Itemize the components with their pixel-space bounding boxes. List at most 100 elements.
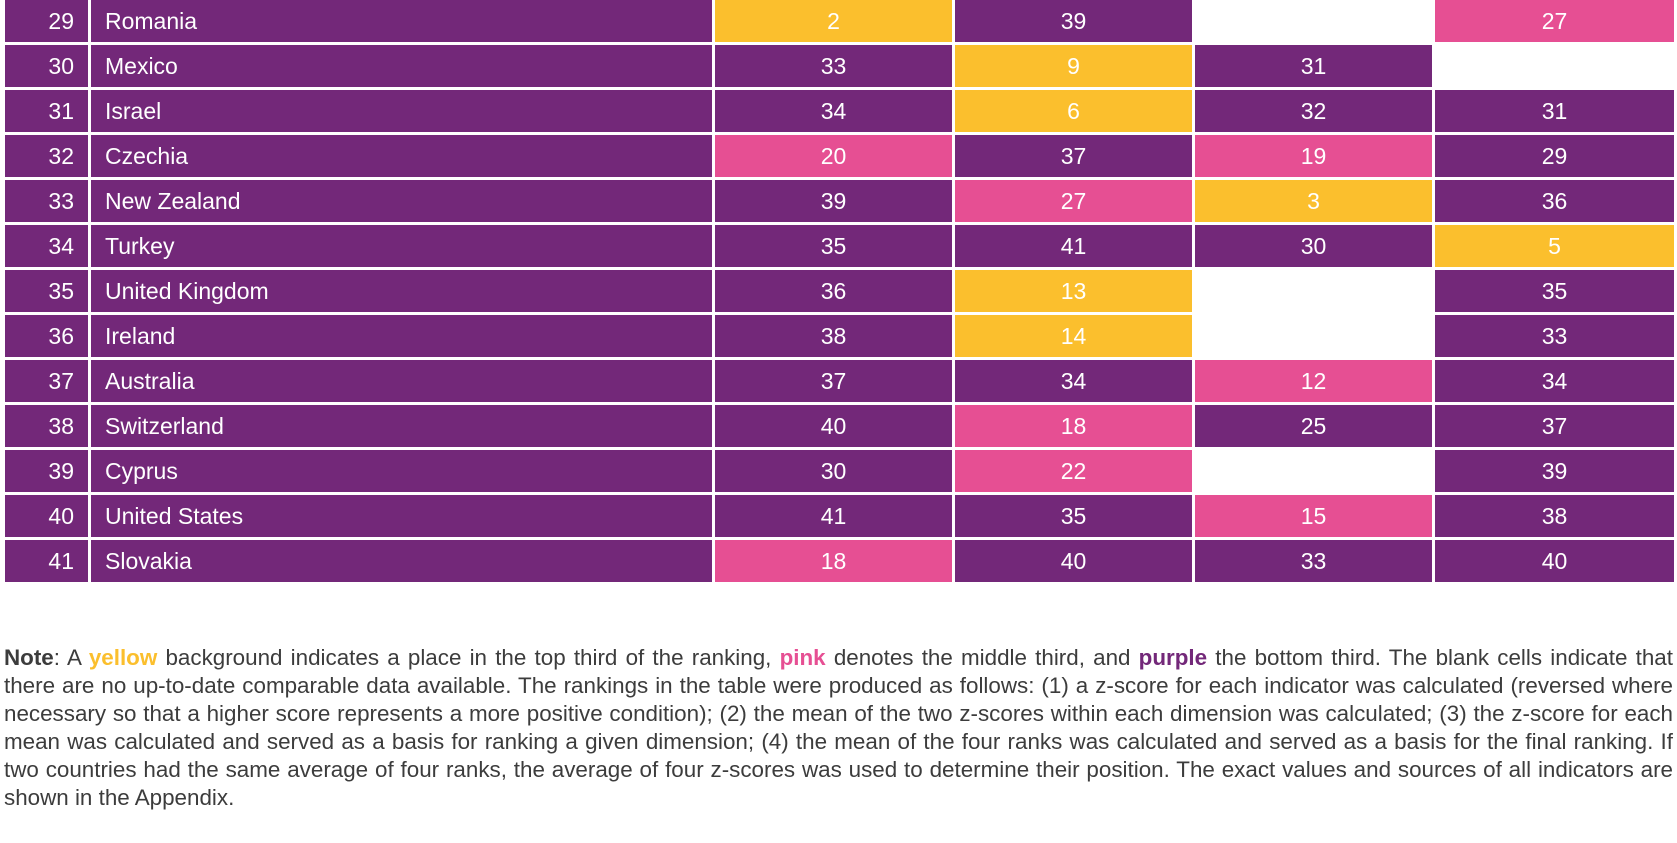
note-text-part-4: the bottom third. The blank cells indica… — [4, 645, 1673, 810]
dimension-rank-cell: 27 — [1435, 0, 1674, 45]
dimension-rank-cell: 39 — [1435, 450, 1674, 495]
ranking-table-body: 29 Romania 2 39 27 30 Mexico 33 9 31 31 Israel 34 6 32… — [5, 0, 1674, 585]
rank-cell: 36 — [5, 315, 91, 360]
dimension-rank-cell: 35 — [955, 495, 1195, 540]
dimension-rank-cell: 36 — [1435, 180, 1674, 225]
country-cell: Ireland — [91, 315, 715, 360]
rank-cell: 35 — [5, 270, 91, 315]
dimension-rank-cell: 38 — [1435, 495, 1674, 540]
dimension-rank-cell: 27 — [955, 180, 1195, 225]
dimension-rank-cell: 40 — [955, 540, 1195, 585]
dimension-rank-cell: 34 — [1435, 360, 1674, 405]
country-cell: Israel — [91, 90, 715, 135]
country-cell: Romania — [91, 0, 715, 45]
table-row: 35 United Kingdom 36 13 35 — [5, 270, 1674, 315]
table-row: 36 Ireland 38 14 33 — [5, 315, 1674, 360]
rank-cell: 33 — [5, 180, 91, 225]
dimension-rank-cell: 19 — [1195, 135, 1435, 180]
table-row: 29 Romania 2 39 27 — [5, 0, 1674, 45]
dimension-rank-cell: 40 — [715, 405, 955, 450]
dimension-rank-cell: 31 — [1195, 45, 1435, 90]
dimension-rank-cell: 33 — [1195, 540, 1435, 585]
rank-cell: 34 — [5, 225, 91, 270]
dimension-rank-cell: 41 — [715, 495, 955, 540]
rank-cell: 41 — [5, 540, 91, 585]
dimension-rank-cell: 37 — [715, 360, 955, 405]
note-keyword-purple: purple — [1138, 645, 1208, 670]
dimension-rank-cell: 14 — [955, 315, 1195, 360]
dimension-rank-cell — [1195, 315, 1435, 360]
country-cell: Cyprus — [91, 450, 715, 495]
dimension-rank-cell: 13 — [955, 270, 1195, 315]
note-keyword-pink: pink — [779, 645, 826, 670]
rank-cell: 29 — [5, 0, 91, 45]
country-cell: United States — [91, 495, 715, 540]
dimension-rank-cell: 22 — [955, 450, 1195, 495]
dimension-rank-cell — [1195, 450, 1435, 495]
dimension-rank-cell: 35 — [1435, 270, 1674, 315]
table-row: 30 Mexico 33 9 31 — [5, 45, 1674, 90]
dimension-rank-cell: 39 — [955, 0, 1195, 45]
note-text-part-1: : A — [53, 645, 89, 670]
rank-cell: 40 — [5, 495, 91, 540]
dimension-rank-cell: 15 — [1195, 495, 1435, 540]
dimension-rank-cell: 32 — [1195, 90, 1435, 135]
dimension-rank-cell: 20 — [715, 135, 955, 180]
dimension-rank-cell: 35 — [715, 225, 955, 270]
table-row: 40 United States 41 35 15 38 — [5, 495, 1674, 540]
dimension-rank-cell: 37 — [955, 135, 1195, 180]
rank-cell: 30 — [5, 45, 91, 90]
dimension-rank-cell — [1195, 270, 1435, 315]
dimension-rank-cell: 3 — [1195, 180, 1435, 225]
dimension-rank-cell: 30 — [715, 450, 955, 495]
country-cell: Slovakia — [91, 540, 715, 585]
dimension-rank-cell: 9 — [955, 45, 1195, 90]
dimension-rank-cell: 31 — [1435, 90, 1674, 135]
dimension-rank-cell: 29 — [1435, 135, 1674, 180]
dimension-rank-cell: 37 — [1435, 405, 1674, 450]
table-row: 33 New Zealand 39 27 3 36 — [5, 180, 1674, 225]
dimension-rank-cell: 33 — [1435, 315, 1674, 360]
country-cell: Turkey — [91, 225, 715, 270]
table-row: 37 Australia 37 34 12 34 — [5, 360, 1674, 405]
table-row: 39 Cyprus 30 22 39 — [5, 450, 1674, 495]
dimension-rank-cell: 2 — [715, 0, 955, 45]
country-cell: Czechia — [91, 135, 715, 180]
dimension-rank-cell: 34 — [715, 90, 955, 135]
table-row: 38 Switzerland 40 18 25 37 — [5, 405, 1674, 450]
country-cell: Mexico — [91, 45, 715, 90]
dimension-rank-cell: 18 — [715, 540, 955, 585]
dimension-rank-cell: 33 — [715, 45, 955, 90]
country-cell: Australia — [91, 360, 715, 405]
rank-cell: 31 — [5, 90, 91, 135]
country-cell: New Zealand — [91, 180, 715, 225]
ranking-table: 29 Romania 2 39 27 30 Mexico 33 9 31 31 Israel 34 6 32… — [5, 0, 1674, 585]
table-note: Note: A yellow background indicates a pl… — [4, 644, 1673, 812]
table-row: 31 Israel 34 6 32 31 — [5, 90, 1674, 135]
dimension-rank-cell: 39 — [715, 180, 955, 225]
dimension-rank-cell — [1195, 0, 1435, 45]
note-keyword-yellow: yellow — [88, 645, 158, 670]
dimension-rank-cell: 41 — [955, 225, 1195, 270]
table-row: 41 Slovakia 18 40 33 40 — [5, 540, 1674, 585]
country-cell: Switzerland — [91, 405, 715, 450]
rank-cell: 37 — [5, 360, 91, 405]
table-row: 32 Czechia 20 37 19 29 — [5, 135, 1674, 180]
rank-cell: 39 — [5, 450, 91, 495]
rank-cell: 32 — [5, 135, 91, 180]
dimension-rank-cell: 18 — [955, 405, 1195, 450]
note-text-part-2: background indicates a place in the top … — [157, 645, 780, 670]
dimension-rank-cell: 36 — [715, 270, 955, 315]
dimension-rank-cell: 5 — [1435, 225, 1674, 270]
rank-cell: 38 — [5, 405, 91, 450]
note-label: Note — [4, 645, 54, 670]
dimension-rank-cell: 34 — [955, 360, 1195, 405]
dimension-rank-cell — [1435, 45, 1674, 90]
dimension-rank-cell: 38 — [715, 315, 955, 360]
dimension-rank-cell: 6 — [955, 90, 1195, 135]
dimension-rank-cell: 30 — [1195, 225, 1435, 270]
country-cell: United Kingdom — [91, 270, 715, 315]
table-row: 34 Turkey 35 41 30 5 — [5, 225, 1674, 270]
note-text-part-3: denotes the middle third, and — [825, 645, 1139, 670]
dimension-rank-cell: 40 — [1435, 540, 1674, 585]
